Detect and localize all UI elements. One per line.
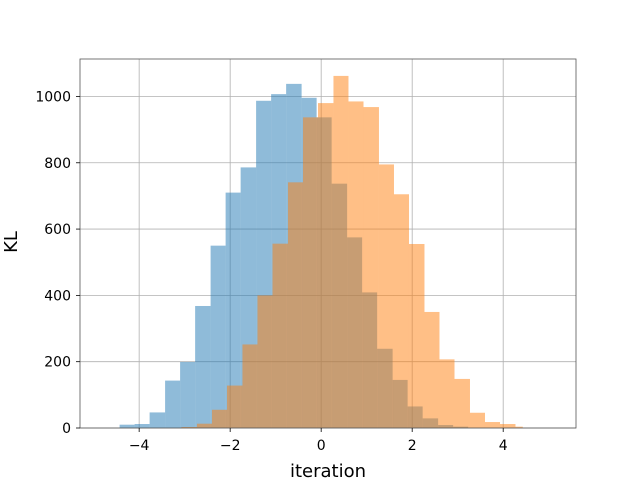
histogram-bar-series-1 [134,424,150,428]
x-tick-label: 4 [499,438,508,454]
histogram-bar-series-2 [378,164,394,428]
histogram-bar-series-2 [439,359,455,428]
histogram-bar-series-1 [165,380,181,428]
histogram-bar-series-2 [272,243,288,428]
x-tick-label: −2 [220,438,241,454]
x-tick-label: 0 [317,438,326,454]
histogram-bar-series-1 [180,362,196,428]
histogram-bar-series-1 [225,192,241,428]
x-tick-label: 2 [408,438,417,454]
x-tick-label: −4 [129,438,150,454]
y-tick-label: 200 [44,355,71,371]
histogram-bar-series-2 [515,426,523,428]
histogram-bar-series-2 [424,311,440,428]
y-tick-label: 1000 [35,89,71,105]
histogram-bar-series-1 [210,245,226,428]
histogram-bar-series-2 [408,243,425,428]
histogram-bar-series-2 [181,427,197,428]
histogram-bar-series-2 [226,385,243,428]
histogram-bar-series-1 [195,305,211,428]
y-tick-label: 0 [62,421,71,437]
y-tick-label: 800 [44,156,71,172]
histogram-bar-series-2 [257,295,273,428]
plot-frame [79,58,577,429]
histogram-bar-series-2 [500,424,516,428]
histogram-bar-series-2 [302,117,318,428]
histogram-bar-series-2 [317,103,334,429]
x-axis-ticks: −4 −2 0 2 4 [129,428,508,454]
histogram-bar-series-1 [149,412,166,428]
x-axis-label: iteration [290,461,366,480]
histogram-bar-series-2 [348,101,364,429]
histogram-bar-series-2 [333,75,349,428]
histogram-bar-series-2 [454,378,470,428]
y-tick-label: 600 [44,222,71,238]
histogram-bars [119,75,523,429]
y-axis-label: KL [1,231,22,253]
histogram-bar-series-2 [469,412,485,428]
histogram-bar-series-2 [484,422,501,428]
histogram-bar-series-2 [363,107,379,428]
histogram-bar-series-2 [211,409,227,428]
histogram-bar-series-2 [393,194,409,428]
histogram-bar-series-2 [287,182,303,428]
y-axis-ticks: 0 200 400 600 800 1000 [35,89,80,437]
y-tick-label: 400 [44,288,71,304]
histogram-bar-series-1 [119,424,135,428]
histogram-bar-series-2 [242,344,258,428]
histogram-bar-series-2 [196,423,212,428]
